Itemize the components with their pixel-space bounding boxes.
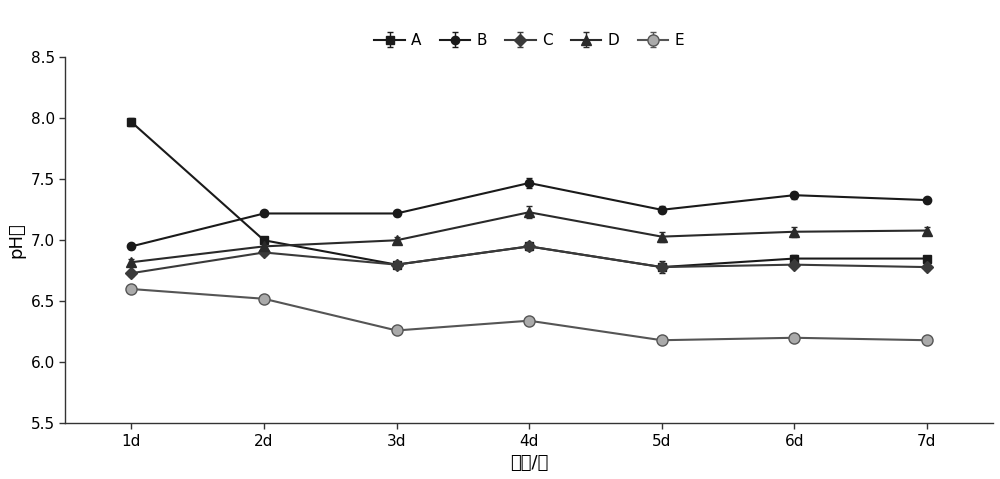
Y-axis label: pH値: pH値	[7, 222, 25, 258]
X-axis label: 时间/天: 时间/天	[510, 454, 548, 472]
Legend: A, B, C, D, E: A, B, C, D, E	[370, 29, 688, 53]
